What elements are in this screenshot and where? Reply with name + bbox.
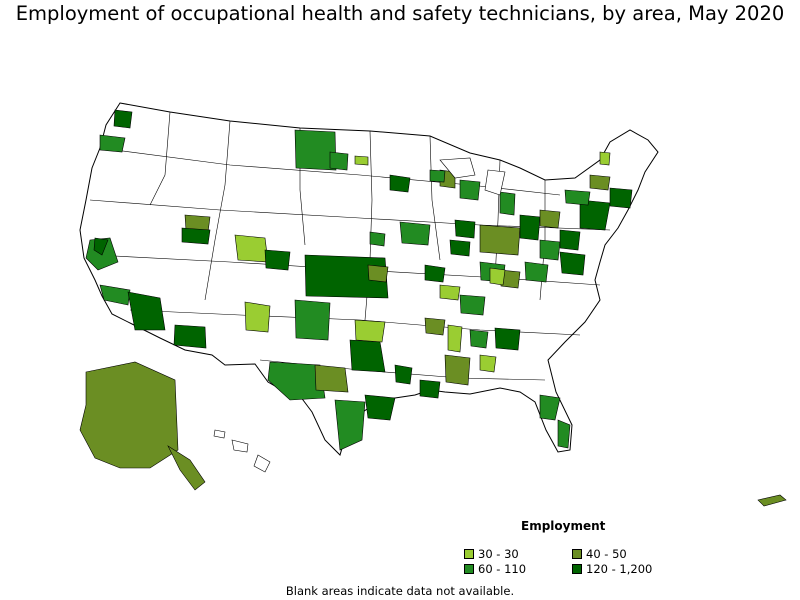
- legend-item-30-30: 30 - 30: [464, 547, 519, 561]
- legend-label: 60 - 110: [478, 562, 527, 576]
- puerto-rico-area: [757, 494, 787, 507]
- legend-item-40-50: 40 - 50: [572, 547, 627, 561]
- legend-title: Employment: [521, 519, 606, 533]
- hawaii-area: [213, 429, 271, 473]
- legend-item-120-1200: 120 - 1,200: [572, 562, 652, 576]
- legend-swatch: [464, 564, 474, 574]
- legend-swatch: [572, 564, 582, 574]
- legend-swatch: [572, 549, 582, 559]
- great-lakes-hint: [439, 157, 506, 196]
- legend-label: 120 - 1,200: [586, 562, 653, 576]
- legend-item-60-110: 60 - 110: [464, 562, 526, 576]
- footnote: Blank areas indicate data not available.: [285, 584, 515, 598]
- alaska-area: [79, 361, 179, 469]
- colored-areas: [79, 109, 787, 507]
- legend-label: 40 - 50: [586, 547, 627, 561]
- map-title: Employment of occupational health and sa…: [15, 2, 785, 25]
- legend-swatch: [464, 549, 474, 559]
- alaska-panhandle: [167, 445, 206, 491]
- legend-label: 30 - 30: [478, 547, 519, 561]
